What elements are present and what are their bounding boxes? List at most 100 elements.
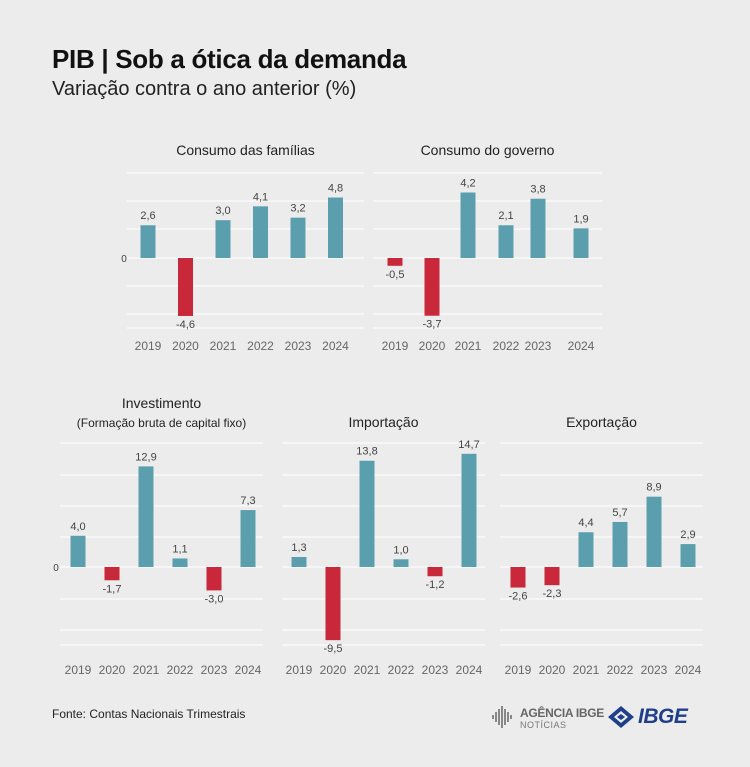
x-tick-label: 2023 bbox=[285, 339, 312, 353]
x-tick-label: 2020 bbox=[419, 339, 446, 353]
bar bbox=[578, 532, 594, 567]
bar bbox=[328, 197, 343, 258]
chart-title: Exportação bbox=[566, 414, 637, 430]
x-tick-label: 2019 bbox=[286, 663, 313, 677]
data-label: 2,6 bbox=[140, 210, 155, 222]
bar bbox=[206, 567, 222, 591]
data-label: 4,2 bbox=[460, 177, 475, 189]
ibge-logo-text: IBGE bbox=[638, 705, 688, 728]
bar bbox=[138, 466, 154, 567]
bar bbox=[70, 535, 86, 567]
bar bbox=[291, 556, 307, 567]
agencia-ibge-logo: AGÊNCIA IBGE NOTÍCIAS bbox=[492, 704, 604, 732]
x-tick-label: 2019 bbox=[505, 663, 532, 677]
bar bbox=[325, 567, 341, 641]
data-label: 3,2 bbox=[290, 203, 305, 215]
x-tick-label: 2021 bbox=[455, 339, 482, 353]
x-tick-label: 2024 bbox=[675, 663, 702, 677]
data-label: -2,3 bbox=[543, 588, 562, 600]
zero-tick-label: 0 bbox=[53, 563, 59, 574]
data-label: 2,9 bbox=[680, 529, 695, 541]
page-title: PIB | Sob a ótica da demanda bbox=[52, 44, 407, 74]
data-label: 14,7 bbox=[458, 439, 479, 451]
data-label: 13,8 bbox=[356, 446, 377, 458]
bar bbox=[646, 496, 662, 567]
agencia-logo-line1: AGÊNCIA IBGE bbox=[520, 706, 604, 720]
data-label: 4,0 bbox=[70, 521, 85, 533]
x-tick-label: 2021 bbox=[573, 663, 600, 677]
data-label: -3,7 bbox=[423, 319, 442, 331]
data-label: 4,8 bbox=[328, 183, 343, 195]
bar bbox=[387, 258, 403, 266]
bar bbox=[240, 510, 256, 567]
chart-title: Investimento bbox=[122, 395, 202, 411]
bar bbox=[393, 559, 409, 567]
x-tick-label: 2024 bbox=[322, 339, 349, 353]
bar bbox=[544, 567, 560, 586]
data-label: 3,0 bbox=[215, 205, 230, 217]
x-tick-label: 2020 bbox=[99, 663, 126, 677]
bar bbox=[461, 453, 477, 567]
bar bbox=[510, 567, 526, 588]
x-tick-label: 2022 bbox=[493, 339, 520, 353]
data-label: 4,4 bbox=[578, 517, 593, 529]
bar bbox=[172, 558, 188, 567]
x-tick-label: 2024 bbox=[235, 663, 262, 677]
chart-title: Consumo das famílias bbox=[176, 142, 315, 158]
data-label: 4,1 bbox=[253, 191, 268, 203]
data-label: 1,0 bbox=[393, 544, 408, 556]
data-label: -4,6 bbox=[176, 319, 195, 331]
agencia-mark-icon bbox=[492, 706, 512, 728]
x-tick-label: 2023 bbox=[641, 663, 668, 677]
data-label: 2,1 bbox=[498, 210, 513, 222]
ibge-mark-icon bbox=[608, 706, 634, 728]
chart-title: Importação bbox=[348, 414, 418, 430]
chart-title: Consumo do governo bbox=[421, 142, 555, 158]
bar bbox=[427, 567, 443, 577]
x-tick-label: 2019 bbox=[65, 663, 92, 677]
data-label: -9,5 bbox=[324, 643, 343, 655]
agencia-logo-line2: NOTÍCIAS bbox=[520, 720, 567, 730]
data-label: 1,1 bbox=[172, 543, 187, 555]
bar bbox=[359, 460, 375, 567]
x-tick-label: 2021 bbox=[133, 663, 160, 677]
source-note: Fonte: Contas Nacionais Trimestrais bbox=[52, 707, 246, 721]
x-tick-label: 2023 bbox=[201, 663, 228, 677]
bar bbox=[215, 220, 231, 258]
data-label: -1,7 bbox=[103, 583, 122, 595]
data-label: 8,9 bbox=[646, 482, 661, 494]
x-tick-label: 2019 bbox=[135, 339, 162, 353]
x-tick-label: 2022 bbox=[388, 663, 415, 677]
data-label: 3,8 bbox=[530, 184, 545, 196]
bar bbox=[680, 544, 696, 567]
data-label: 1,3 bbox=[291, 542, 306, 554]
x-tick-label: 2021 bbox=[210, 339, 237, 353]
bar bbox=[140, 225, 156, 258]
data-label: 1,9 bbox=[573, 213, 588, 225]
x-tick-label: 2024 bbox=[456, 663, 483, 677]
x-tick-label: 2023 bbox=[525, 339, 552, 353]
bar bbox=[573, 228, 589, 258]
x-tick-label: 2022 bbox=[167, 663, 194, 677]
bar bbox=[424, 258, 440, 316]
chart-subtitle: (Formação bruta de capital fixo) bbox=[77, 416, 246, 430]
data-label: -3,0 bbox=[205, 593, 224, 605]
bar bbox=[104, 567, 120, 581]
bar bbox=[460, 192, 476, 258]
x-tick-label: 2020 bbox=[539, 663, 566, 677]
data-label: 12,9 bbox=[135, 451, 156, 463]
x-tick-label: 2024 bbox=[568, 339, 595, 353]
zero-tick-label: 0 bbox=[121, 254, 127, 265]
x-tick-label: 2020 bbox=[172, 339, 199, 353]
x-tick-label: 2023 bbox=[422, 663, 449, 677]
x-tick-label: 2022 bbox=[607, 663, 634, 677]
data-label: -0,5 bbox=[386, 269, 405, 281]
bar bbox=[612, 521, 628, 567]
x-tick-label: 2021 bbox=[354, 663, 381, 677]
bar bbox=[178, 258, 193, 316]
bar bbox=[530, 198, 546, 258]
bar bbox=[290, 217, 306, 258]
x-tick-label: 2020 bbox=[320, 663, 347, 677]
x-tick-label: 2022 bbox=[247, 339, 274, 353]
